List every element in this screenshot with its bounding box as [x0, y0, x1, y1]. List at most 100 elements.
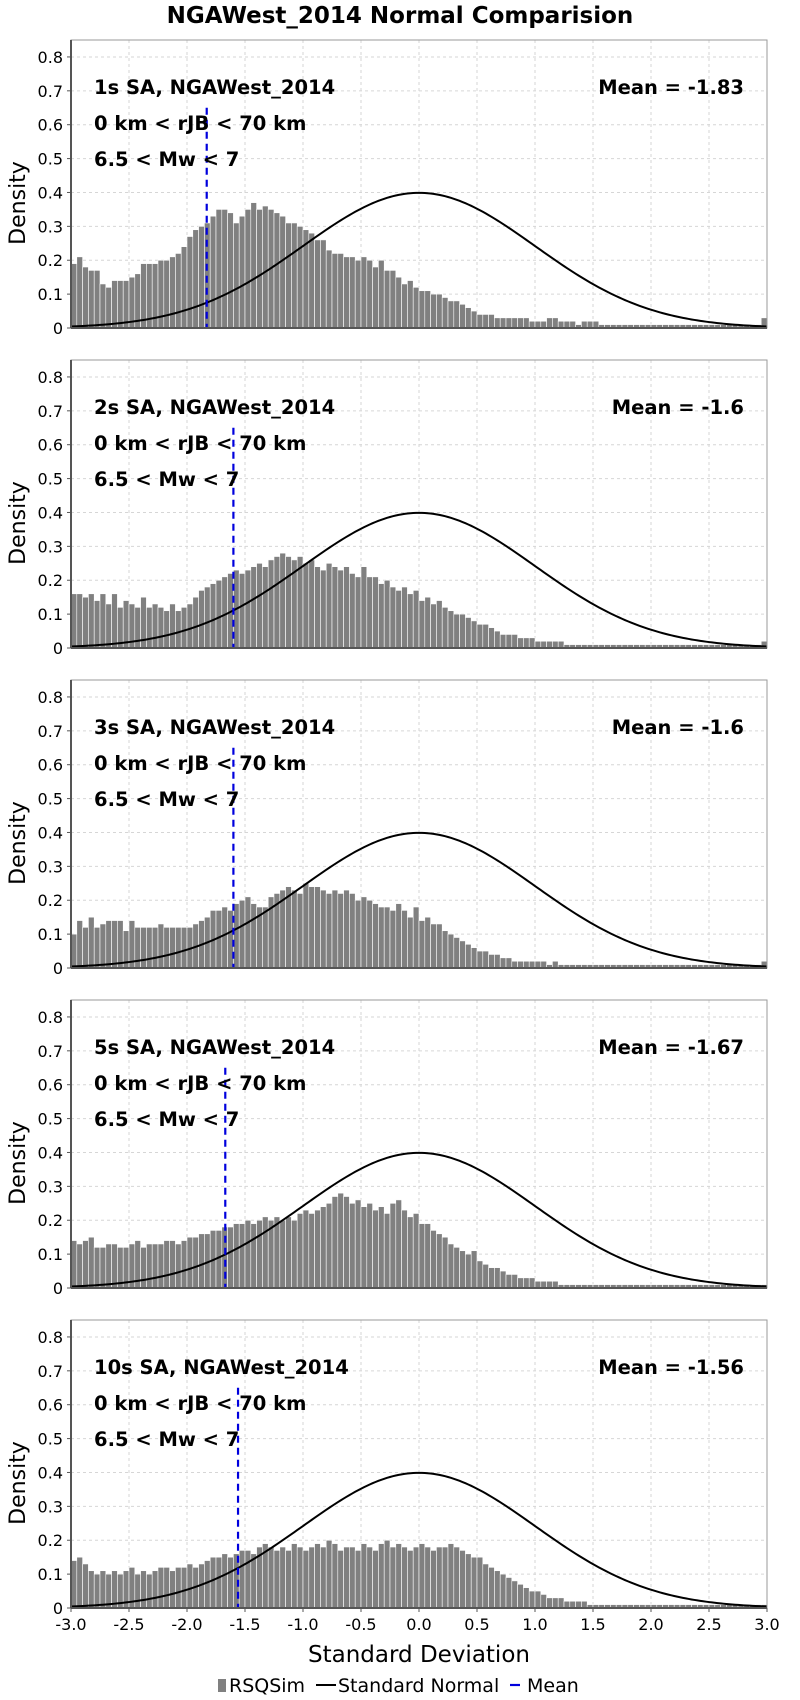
histogram-bar [308, 559, 315, 649]
histogram-bar [320, 1546, 327, 1609]
histogram-bar [227, 1226, 234, 1289]
histogram-bar [325, 893, 333, 969]
histogram-bar [494, 630, 501, 649]
histogram-bar [111, 280, 118, 329]
histogram-bar [325, 1539, 333, 1609]
histogram-bar [250, 903, 257, 969]
histogram-bar [99, 923, 107, 969]
histogram-bar [482, 1563, 489, 1609]
histogram-bar [436, 1546, 443, 1609]
y-tick-label: 0 [53, 1599, 63, 1618]
histogram-bar [349, 1546, 356, 1609]
histogram-bar [407, 1216, 414, 1289]
histogram-bar [395, 1543, 402, 1609]
histogram-bar [511, 1274, 518, 1289]
histogram-bar [540, 640, 547, 649]
histogram-bar [343, 256, 350, 329]
histogram-bar [505, 317, 513, 329]
histogram-bar [88, 270, 95, 329]
y-tick-label: 0.3 [38, 217, 63, 236]
histogram-bar [424, 1223, 431, 1289]
histogram-bar [273, 1550, 281, 1609]
x-tick-label: 2.5 [696, 1615, 721, 1634]
legend-label-mean: Mean [527, 1675, 579, 1697]
histogram-bar [418, 1223, 426, 1289]
histogram-bar [430, 293, 437, 329]
histogram-bar [296, 226, 304, 329]
histogram-bar [146, 607, 153, 649]
histogram-bar [169, 603, 176, 649]
histogram-bar [175, 610, 182, 649]
histogram-bar [534, 320, 542, 329]
histogram-bar [523, 637, 530, 649]
y-tick-label: 0.2 [38, 251, 63, 270]
histogram-bar [267, 1546, 275, 1609]
histogram-bar [180, 246, 188, 329]
histogram-bar [169, 1570, 176, 1609]
histogram-bar [163, 1240, 170, 1289]
histogram-bar [285, 222, 292, 329]
histogram-bar [93, 1573, 101, 1609]
histogram-bar [302, 562, 310, 649]
histogram-bar [169, 256, 176, 329]
histogram-bar [105, 287, 112, 329]
histogram-bar [401, 910, 408, 969]
histogram-bar [465, 1253, 472, 1289]
y-tick-label: 0.5 [38, 1110, 63, 1129]
histogram-bar [244, 209, 252, 329]
y-tick-label: 0.5 [38, 470, 63, 489]
histogram-bar [134, 1573, 141, 1609]
histogram-bar [331, 889, 339, 969]
histogram-bar [407, 1550, 414, 1609]
y-tick-label: 0.7 [38, 1362, 63, 1381]
histogram-bar [279, 215, 286, 329]
histogram-bar [337, 569, 344, 649]
y-tick-label: 0.8 [38, 368, 63, 387]
x-tick-label: -0.5 [345, 1615, 376, 1634]
y-tick-label: 0.2 [38, 1531, 63, 1550]
x-tick-label: -1.0 [287, 1615, 318, 1634]
histogram-bar [407, 593, 414, 649]
histogram-bar [325, 562, 333, 649]
histogram-bar [436, 923, 443, 969]
legend-label-rsqsim: RSQSim [229, 1675, 305, 1697]
histogram-bar [389, 1202, 397, 1289]
histogram-bar [511, 1580, 518, 1609]
figure-title: NGAWest_2014 Normal Comparision [167, 3, 634, 29]
histogram-bar [453, 1546, 460, 1609]
y-tick-label: 0.8 [38, 688, 63, 707]
histogram-bar [198, 226, 205, 329]
histogram-bar [407, 280, 414, 329]
histogram-bar [465, 943, 472, 969]
histogram-bar [76, 920, 83, 969]
histogram-bar [447, 300, 455, 329]
histogram-bar [378, 1206, 385, 1289]
histogram-bar [296, 893, 304, 969]
histogram-bar [528, 960, 536, 969]
histogram-bar [505, 1274, 513, 1289]
y-tick-label: 0.7 [38, 722, 63, 741]
histogram-bar [447, 1543, 455, 1609]
histogram-bar [453, 613, 460, 649]
x-axis-label: Standard Deviation [308, 1642, 530, 1668]
histogram-bar [418, 290, 426, 329]
histogram-bar [93, 270, 101, 329]
panel-annotation: 10s SA, NGAWest_2014 [94, 1356, 349, 1379]
histogram-bar [430, 923, 437, 969]
histogram-bar [528, 320, 536, 329]
histogram-bar [157, 607, 165, 649]
histogram-bar [412, 1213, 420, 1289]
histogram-bar [244, 896, 252, 969]
histogram-bar [111, 1570, 118, 1609]
histogram-bar [447, 1243, 455, 1289]
y-tick-label: 0.6 [38, 436, 63, 455]
histogram-bar [314, 886, 321, 969]
y-axis-label: Density [6, 481, 31, 565]
histogram-bar [389, 1546, 397, 1609]
histogram-bar [401, 586, 408, 649]
x-tick-label: 0.0 [406, 1615, 431, 1634]
histogram-bar [76, 1556, 83, 1609]
histogram-bar [331, 1543, 339, 1609]
histogram-bar [244, 1550, 252, 1609]
